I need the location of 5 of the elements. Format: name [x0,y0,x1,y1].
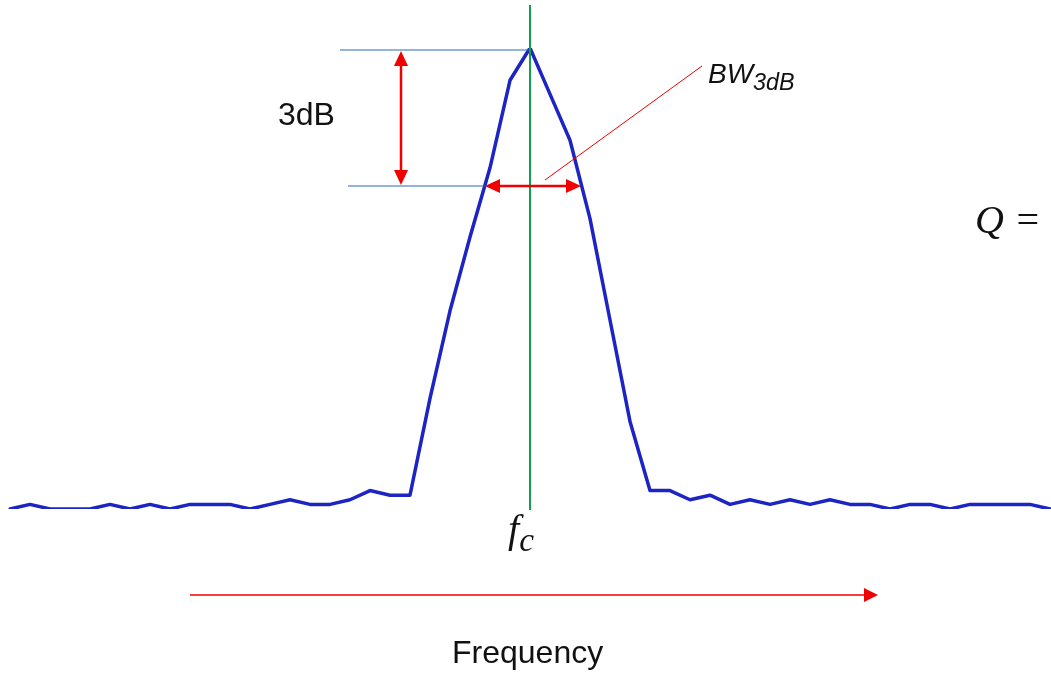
annotation: 3dB [278,96,335,133]
annotation: Q = [975,196,1041,243]
x-axis-title: Frequency [452,634,604,671]
annotation: BW$_{3dB}$ [708,58,795,96]
annotation: f$_{c}$ [508,505,534,559]
